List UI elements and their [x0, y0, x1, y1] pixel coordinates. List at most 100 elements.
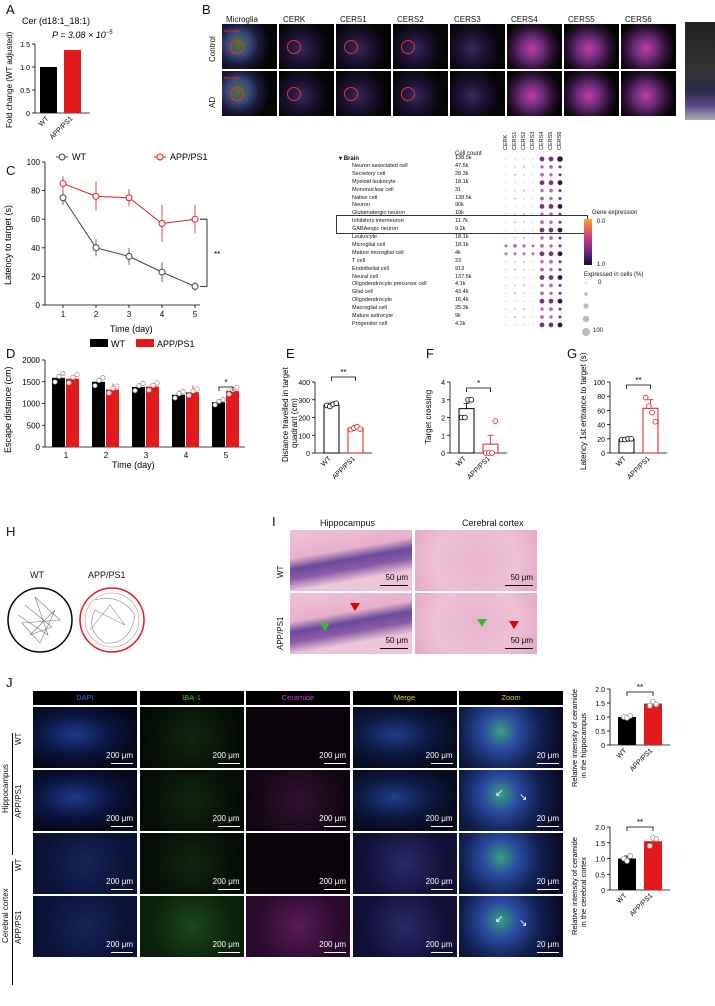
expression-dot — [532, 205, 534, 207]
scale-bar — [217, 888, 240, 890]
data-point — [653, 836, 659, 842]
expression-dot — [557, 251, 563, 257]
cluster-tag: Microglia — [224, 28, 241, 33]
expression-dot — [523, 268, 525, 271]
fluorescence-tile: 20 μm — [459, 833, 563, 894]
cell-type-label: Glial cell — [352, 289, 373, 296]
y-tick-label: 40 — [31, 244, 40, 253]
expression-dot — [549, 244, 553, 248]
scale-bar — [380, 584, 408, 586]
expression-dot — [548, 227, 554, 233]
column-label: CERS1 — [340, 15, 367, 24]
y-tick-label: 2.0 — [595, 825, 605, 832]
dot-column-label: CERS2 — [521, 131, 527, 150]
expression-dot — [504, 244, 508, 248]
cell-type-label: Endothelial cell — [352, 265, 389, 272]
fluorescence-tile: 200 μm — [246, 707, 350, 768]
legend-expression-title: Gene expression — [592, 210, 638, 216]
x-tick-label: WT — [616, 892, 629, 905]
umap-tile — [279, 71, 334, 116]
line-chart-c: Latency to target (s) Time (day) 0 20 40 60… — [3, 152, 220, 334]
data-point — [653, 701, 659, 708]
fluorescence-tile: 200 μm — [33, 770, 137, 831]
scale-bar — [505, 647, 533, 649]
dot-column-label: CERS4 — [539, 131, 545, 150]
significance-bracket — [626, 691, 654, 696]
expression-dot — [557, 156, 563, 162]
expression-dot — [549, 173, 553, 177]
cell-count: 11.7k — [455, 218, 469, 225]
data-point — [646, 403, 652, 409]
expression-dot — [549, 307, 553, 311]
bar — [132, 386, 145, 447]
significance-bracket — [331, 376, 356, 381]
data-point — [56, 373, 62, 380]
data-point — [647, 843, 653, 849]
umap-tile — [507, 71, 562, 116]
scale-bar — [111, 825, 133, 827]
panel-label: C — [6, 163, 16, 178]
scale-bar — [324, 762, 346, 764]
umap-tile — [564, 71, 619, 116]
expression-dot — [558, 315, 562, 319]
y-axis-label: Latency to target (s) — [3, 205, 13, 285]
bar — [186, 392, 199, 447]
y-tick-label: 0 — [26, 111, 30, 118]
column-label: CERS6 — [625, 15, 652, 24]
expression-dot — [557, 322, 563, 328]
expression-dot — [557, 204, 563, 209]
x-tick-label: 3 — [144, 451, 149, 460]
legend-expression-min: 1.0 — [597, 262, 606, 268]
expression-dot — [523, 221, 525, 223]
umap-tile: Microglia — [222, 71, 277, 116]
bar — [64, 49, 81, 113]
expression-dot — [523, 174, 525, 176]
expression-dot — [505, 213, 507, 215]
fluorescence-tile: 200 μm — [352, 896, 457, 957]
x-tick-label: APP/PS1 — [629, 747, 655, 773]
legend-marker — [156, 153, 164, 161]
row-label: APP/PS1 — [14, 910, 23, 944]
bar-chart-j1: Relative intensity of ceramide in the hi… — [570, 683, 670, 787]
expression-dot — [548, 322, 554, 328]
scale-label: 50 μm — [510, 636, 533, 645]
umap-tile — [450, 24, 505, 69]
y-tick-label: 3 — [441, 398, 445, 405]
cell-type-label: Oligodendrocyte — [352, 297, 393, 304]
dot-column-label: CERK — [503, 134, 509, 150]
umap-tile — [336, 24, 391, 69]
expression-dot — [531, 244, 535, 248]
expression-dot — [505, 229, 507, 231]
scale-label: 200 μm — [319, 751, 346, 760]
scale-label: 200 μm — [425, 940, 453, 949]
expression-gradient — [584, 219, 592, 265]
umap-tile: Microglia — [222, 24, 277, 69]
bar — [52, 377, 65, 447]
bar — [92, 381, 105, 447]
panel-label: G — [567, 346, 578, 361]
y-tick-label: 100 — [298, 433, 310, 440]
column-label: CERS2 — [397, 15, 424, 24]
data-point — [627, 713, 633, 719]
cell-count: 90k — [455, 202, 464, 209]
column-label: CERK — [283, 15, 306, 24]
expression-dot — [532, 174, 534, 176]
expression-dot — [532, 324, 534, 326]
expression-dot — [514, 324, 516, 326]
fluorescence-tile: 20 μm ↙ ↘ — [459, 770, 563, 831]
row-label: APP/PS1 — [14, 784, 23, 818]
track-app — [89, 598, 136, 644]
column-label: CERS5 — [568, 15, 595, 24]
expression-dot — [549, 196, 553, 201]
legend-cells-max: 100 — [593, 328, 604, 334]
highlight-circle — [230, 87, 244, 101]
cell-count: 18.1k — [455, 234, 469, 240]
y-tick-label: 100 — [27, 158, 41, 167]
expression-dot — [514, 268, 516, 271]
fluorescence-tile: 200 μm — [246, 833, 350, 894]
highlight-circle — [401, 87, 415, 101]
legend-cells-min: 0 — [598, 280, 602, 286]
expression-dot — [557, 298, 563, 304]
expression-dot — [505, 205, 507, 207]
